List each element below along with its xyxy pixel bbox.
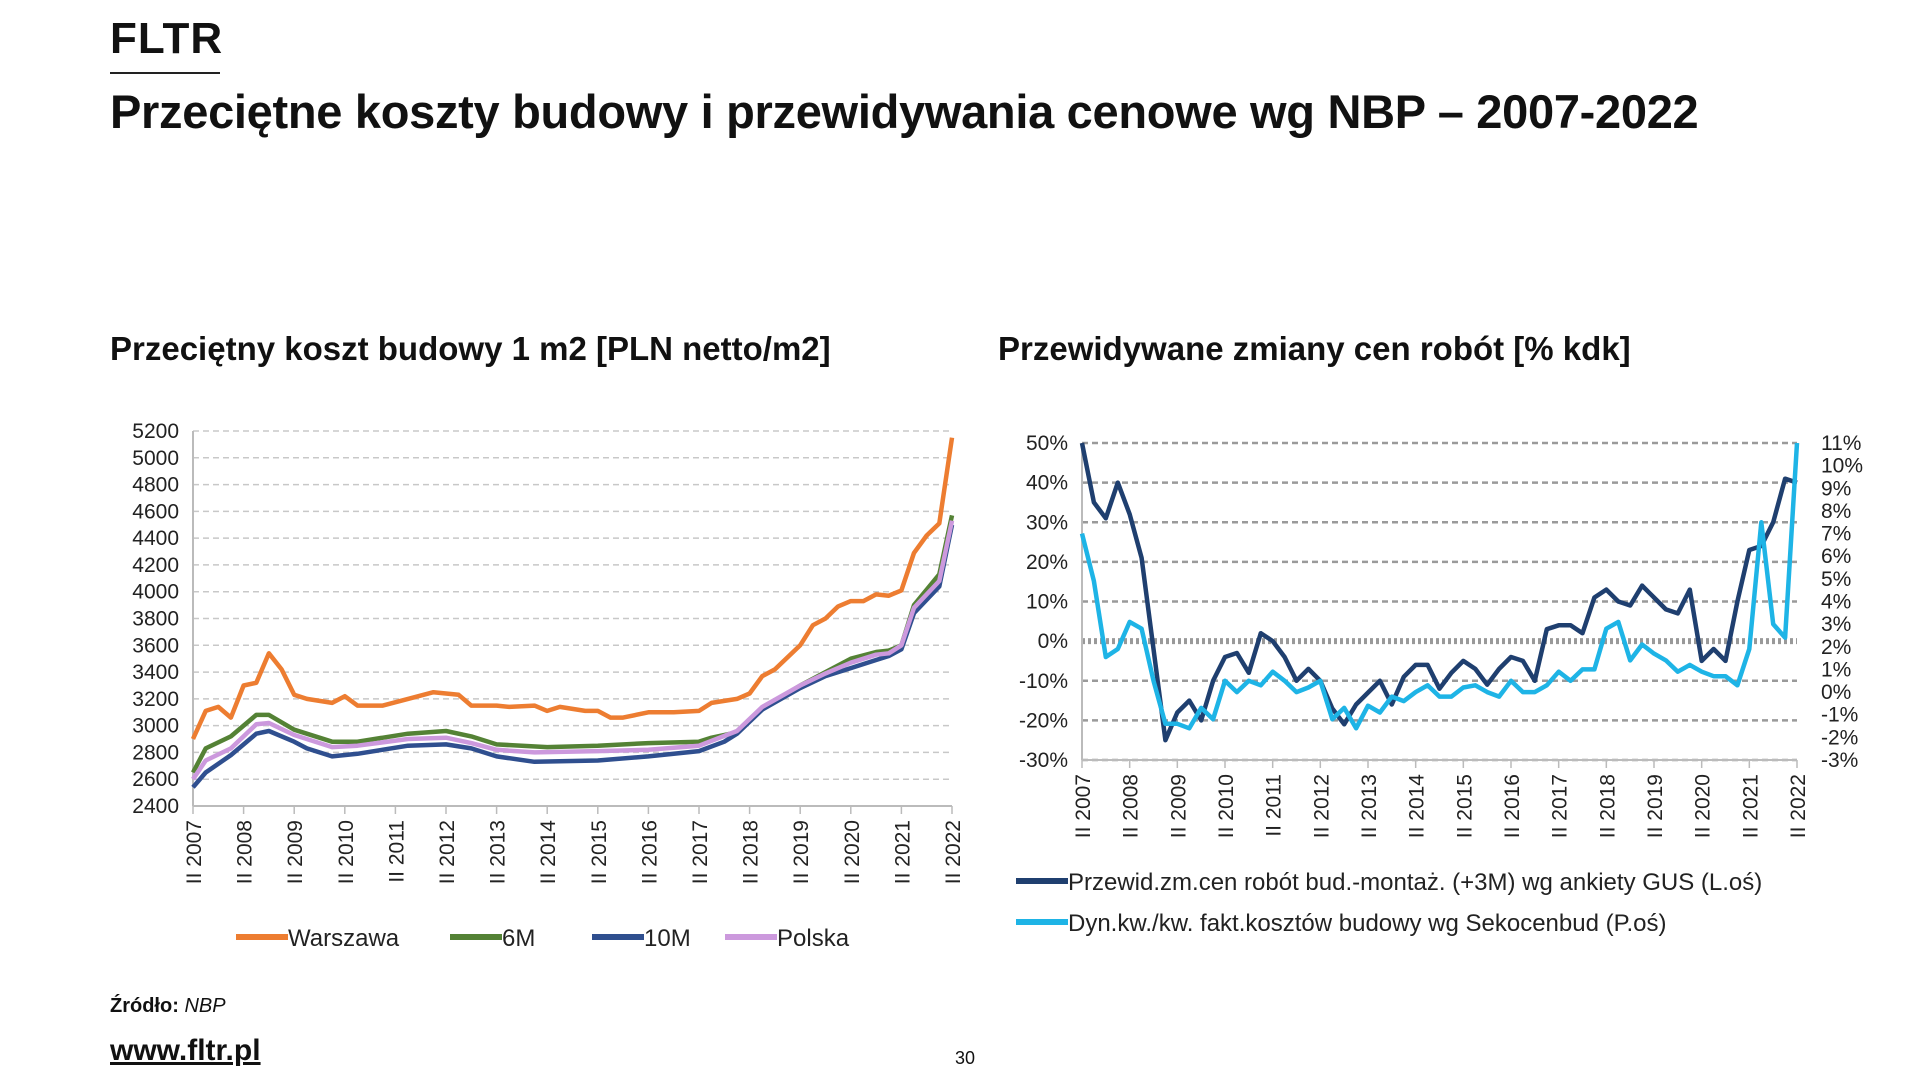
series-line-przewid <box>1079 442 1798 743</box>
series-line-6m <box>191 514 955 774</box>
y-tick-label: -30% <box>1019 749 1068 772</box>
y-tick-label: 10% <box>1026 591 1068 614</box>
legend-label: Warszawa <box>288 925 400 952</box>
y-tick-label: 4000 <box>132 581 179 604</box>
y2-tick-label: 8% <box>1821 500 1851 523</box>
x-tick-label: II 2016 <box>638 820 661 884</box>
series-line-warszawa <box>190 437 955 740</box>
y-tick-label: 4400 <box>132 527 179 550</box>
source-value: NBP <box>184 995 226 1017</box>
y2-tick-label: 5% <box>1821 568 1851 591</box>
y2-tick-label: -1% <box>1821 704 1858 727</box>
y2-tick-label: -3% <box>1821 749 1858 772</box>
x-tick-label: II 2014 <box>537 820 560 885</box>
x-tick-label: II 2007 <box>1072 774 1095 838</box>
price-expectations-chart: 50%40%30%20%10%0%-10%-20%-30%11%10%9%8%7… <box>1016 432 1863 937</box>
y-tick-label: 5000 <box>132 447 179 470</box>
x-tick-label: II 2015 <box>588 820 611 884</box>
x-tick-label: II 2020 <box>841 820 864 884</box>
y-tick-label: 30% <box>1026 511 1068 534</box>
y2-tick-label: 4% <box>1821 591 1851 614</box>
y-tick-label: -20% <box>1019 709 1068 732</box>
y2-tick-label: 10% <box>1821 455 1863 478</box>
y-tick-label: 2400 <box>132 795 179 818</box>
y2-tick-label: 11% <box>1821 432 1861 455</box>
y-tick-label: 2800 <box>132 741 179 764</box>
y-tick-label: 3600 <box>132 634 179 657</box>
source-note: Źródło: NBP <box>110 995 226 1018</box>
y-tick-label: 0% <box>1038 630 1068 653</box>
page-number: 30 <box>955 1048 976 1068</box>
left-chart-title: Przeciętny koszt budowy 1 m2 [PLN netto/… <box>110 330 831 367</box>
website-link[interactable]: www.fltr.pl <box>110 1034 261 1067</box>
x-tick-label: II 2008 <box>234 820 257 884</box>
y-tick-label: 3200 <box>132 688 179 711</box>
x-tick-label: II 2022 <box>942 820 965 884</box>
y-tick-label: 5200 <box>132 420 179 443</box>
y2-tick-label: 0% <box>1821 681 1851 704</box>
legend-label: Przewid.zm.cen robót bud.-montaż. (+3M) … <box>1068 869 1762 896</box>
x-tick-label: II 2021 <box>891 820 914 884</box>
x-tick-label: II 2011 <box>1263 774 1286 837</box>
x-tick-label: II 2009 <box>284 820 307 884</box>
y-tick-label: 3400 <box>132 661 179 684</box>
legend-label: 6M <box>502 925 535 952</box>
x-tick-label: II 2019 <box>790 820 813 884</box>
x-tick-label: II 2013 <box>1358 774 1381 838</box>
x-tick-label: II 2009 <box>1167 774 1190 838</box>
x-tick-label: II 2017 <box>689 820 712 884</box>
x-tick-label: II 2019 <box>1644 774 1667 838</box>
x-tick-label: II 2012 <box>1310 774 1333 838</box>
right-chart-title: Przewidywane zmiany cen robót [% kdk] <box>998 330 1631 367</box>
x-tick-label: II 2020 <box>1692 774 1715 838</box>
x-tick-label: II 2018 <box>1596 774 1619 838</box>
source-label: Źródło: <box>110 995 179 1017</box>
series-line-dyn <box>1079 442 1800 731</box>
legend-label: 10M <box>644 925 691 952</box>
y2-tick-label: -2% <box>1821 726 1858 749</box>
y-tick-label: 3000 <box>132 715 179 738</box>
y-tick-label: 3800 <box>132 608 179 631</box>
x-tick-label: II 2010 <box>1215 774 1238 838</box>
y-tick-label: 40% <box>1026 472 1068 495</box>
y-tick-label: 4200 <box>132 554 179 577</box>
x-tick-label: II 2022 <box>1787 774 1810 838</box>
y-tick-label: 50% <box>1026 432 1068 455</box>
x-tick-label: II 2014 <box>1406 774 1429 839</box>
x-tick-label: II 2013 <box>487 820 510 884</box>
x-tick-label: II 2011 <box>385 820 408 883</box>
x-tick-label: II 2016 <box>1501 774 1524 838</box>
construction-cost-chart: 5200 5000 4800 4600 4400 4200 4000 3800 3600 3400… <box>132 420 965 952</box>
series-line-10m <box>191 524 955 789</box>
fltr-logo: FLTR <box>110 14 224 63</box>
y2-tick-label: 9% <box>1821 477 1851 500</box>
y2-tick-label: 3% <box>1821 613 1851 636</box>
y2-tick-label: 6% <box>1821 545 1851 568</box>
y2-tick-label: 1% <box>1821 658 1851 681</box>
y-tick-label: -10% <box>1019 670 1068 693</box>
x-tick-label: II 2010 <box>335 820 358 884</box>
y2-tick-label: 7% <box>1821 523 1851 546</box>
x-tick-label: II 2021 <box>1739 774 1762 838</box>
y-tick-label: 20% <box>1026 551 1068 574</box>
x-tick-label: II 2018 <box>740 820 763 884</box>
legend-label: Dyn.kw./kw. fakt.kosztów budowy wg Sekoc… <box>1068 910 1667 937</box>
x-tick-label: II 2015 <box>1453 774 1476 838</box>
x-tick-label: II 2017 <box>1549 774 1572 838</box>
page-title: Przeciętne koszty budowy i przewidywania… <box>110 85 1699 138</box>
series-line-polska <box>191 520 955 781</box>
legend-label: Polska <box>777 925 850 952</box>
y-tick-label: 4600 <box>132 500 179 523</box>
y2-tick-label: 2% <box>1821 636 1851 659</box>
y-tick-label: 2600 <box>132 768 179 791</box>
x-tick-label: II 2008 <box>1120 774 1143 838</box>
logo-divider <box>110 72 220 74</box>
x-tick-label: II 2007 <box>183 820 206 884</box>
y-tick-label: 4800 <box>132 474 179 497</box>
x-tick-label: II 2012 <box>436 820 459 884</box>
